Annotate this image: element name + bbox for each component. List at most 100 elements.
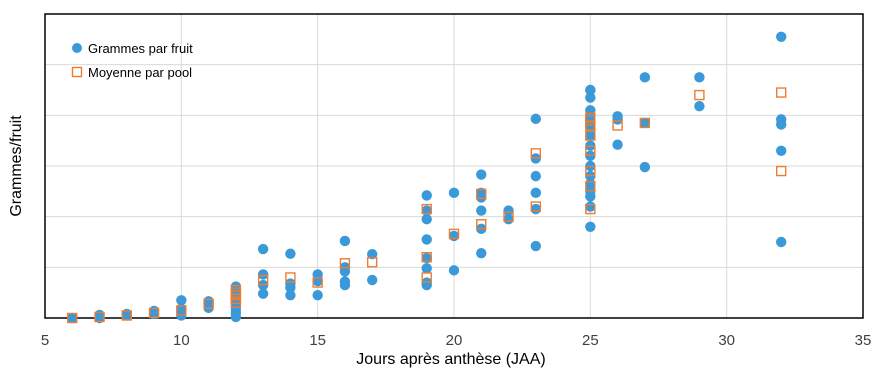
- data-point-grammes: [421, 263, 432, 274]
- data-point-grammes: [339, 276, 351, 287]
- data-point-grammes: [257, 243, 269, 255]
- data-point-grammes: [585, 221, 596, 232]
- data-point-grammes: [94, 309, 105, 321]
- data-point-moyenne: [585, 203, 596, 215]
- x-axis-tick-labels: 5 10 15 20 25 30 35: [41, 332, 872, 349]
- data-point-moyenne: [776, 165, 787, 177]
- x-tick-label: 15: [309, 332, 326, 349]
- data-point-grammes: [694, 72, 705, 83]
- data-point-moyenne: [612, 120, 623, 131]
- data-point-grammes: [448, 265, 460, 276]
- data-point-grammes: [339, 235, 351, 247]
- data-point-grammes: [639, 117, 651, 129]
- data-point-grammes: [612, 139, 623, 150]
- data-point-grammes: [448, 230, 460, 242]
- data-point-moyenne: [639, 117, 651, 129]
- data-points: [67, 31, 787, 324]
- x-tick-label: 25: [582, 332, 599, 349]
- legend-label-grammes: Grammes par fruit: [88, 41, 193, 56]
- data-point-grammes: [476, 187, 487, 199]
- data-point-grammes: [530, 113, 541, 125]
- data-point-moyenne: [367, 257, 378, 268]
- data-point-moyenne: [776, 87, 787, 98]
- data-point-grammes: [285, 278, 296, 289]
- data-point-grammes: [203, 296, 214, 307]
- data-point-grammes: [776, 236, 787, 248]
- data-point-grammes: [639, 161, 651, 173]
- data-point-moyenne: [530, 148, 541, 159]
- data-point-moyenne: [585, 145, 596, 157]
- x-tick-label: 30: [718, 332, 735, 349]
- data-point-grammes: [257, 288, 269, 299]
- data-point-grammes: [776, 31, 787, 42]
- data-point-grammes: [694, 101, 705, 112]
- data-point-moyenne: [421, 251, 432, 263]
- data-point-moyenne: [148, 307, 160, 319]
- data-point-moyenne: [530, 201, 541, 212]
- data-point-moyenne: [176, 305, 187, 316]
- data-point-grammes: [176, 295, 187, 306]
- legend-marker-moyenne: [71, 66, 83, 78]
- data-point-grammes: [530, 203, 541, 215]
- data-point-moyenne: [476, 219, 487, 230]
- data-point-grammes: [312, 290, 323, 301]
- data-point-moyenne: [230, 284, 242, 296]
- data-point-moyenne: [421, 203, 432, 215]
- data-point-moyenne: [339, 258, 351, 269]
- data-point-moyenne: [67, 312, 78, 324]
- data-point-moyenne: [203, 298, 214, 310]
- data-point-moyenne: [694, 89, 705, 101]
- data-point-grammes: [776, 114, 787, 125]
- data-point-grammes: [503, 205, 514, 216]
- x-tick-label: 10: [173, 332, 190, 349]
- data-point-grammes: [148, 305, 160, 317]
- data-point-grammes: [230, 281, 242, 292]
- data-point-grammes: [476, 205, 487, 216]
- data-point-grammes: [585, 130, 596, 141]
- data-point-grammes: [367, 248, 378, 260]
- data-point-grammes: [448, 187, 460, 199]
- data-point-moyenne: [585, 181, 596, 192]
- data-point-moyenne: [285, 272, 296, 283]
- data-point-grammes: [530, 187, 541, 199]
- data-point-grammes: [585, 92, 596, 103]
- data-point-grammes: [312, 269, 323, 280]
- data-point-grammes: [476, 169, 487, 180]
- data-point-moyenne: [121, 310, 133, 321]
- data-point-grammes: [285, 248, 296, 259]
- data-point-moyenne: [421, 272, 432, 283]
- data-point-grammes: [367, 274, 378, 286]
- data-point-grammes: [421, 234, 432, 245]
- legend-label-moyenne: Moyenne par pool: [88, 65, 192, 80]
- data-point-moyenne: [503, 211, 514, 222]
- data-point-grammes: [585, 84, 596, 96]
- data-point-grammes: [285, 290, 296, 301]
- data-point-moyenne: [476, 188, 487, 200]
- data-point-moyenne: [257, 274, 269, 286]
- plot-area-border: [44, 13, 864, 319]
- data-point-grammes: [67, 312, 78, 324]
- legend: Grammes par fruit Moyenne par pool: [71, 41, 193, 80]
- x-tick-label: 20: [446, 332, 463, 349]
- data-point-moyenne: [585, 165, 596, 177]
- legend-marker-grammes: [72, 43, 82, 53]
- data-point-grammes: [421, 214, 432, 225]
- data-point-grammes: [530, 240, 541, 252]
- data-point-moyenne: [585, 112, 596, 124]
- x-tick-label: 35: [855, 332, 872, 349]
- data-point-grammes: [257, 269, 269, 280]
- data-point-moyenne: [94, 311, 105, 323]
- x-tick-label: 5: [41, 332, 49, 349]
- data-point-grammes: [476, 247, 487, 259]
- data-point-grammes: [612, 111, 623, 122]
- y-axis-title: Grammes/fruit: [8, 115, 25, 217]
- data-point-grammes: [421, 253, 432, 264]
- data-point-grammes: [639, 72, 651, 83]
- x-axis-title: Jours après anthèse (JAA): [356, 351, 545, 368]
- data-point-moyenne: [448, 228, 460, 240]
- data-point-grammes: [776, 145, 787, 156]
- data-point-grammes: [421, 190, 432, 201]
- data-point-moyenne: [312, 277, 323, 288]
- data-point-moyenne: [585, 130, 596, 141]
